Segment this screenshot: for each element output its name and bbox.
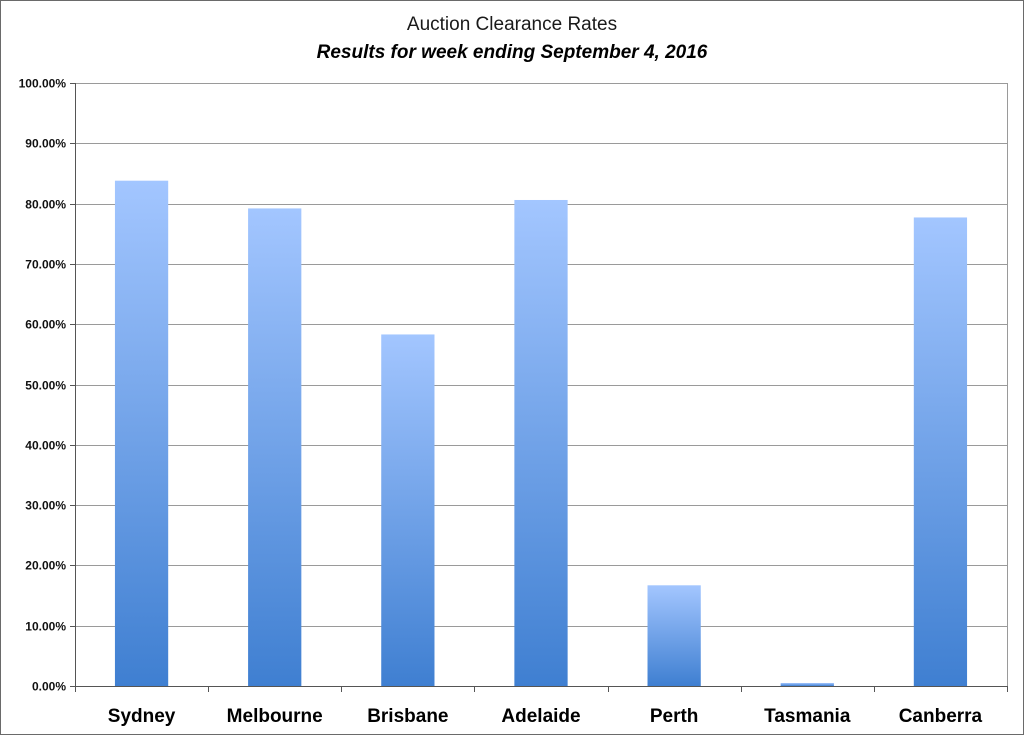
x-tick-label: Adelaide [501, 706, 580, 727]
x-tick-label: Tasmania [764, 706, 851, 727]
chart-title: Auction Clearance Rates [406, 14, 618, 35]
x-tick-label: Melbourne [227, 706, 323, 727]
bar-melbourne [248, 208, 302, 686]
x-axis [75, 686, 1008, 692]
x-axis-tick-labels: Sydney Melbourne Brisbane Adelaide Perth Tasm… [108, 706, 983, 727]
bar-tasmania [780, 682, 834, 686]
y-tick-label: 100.00% [19, 77, 67, 91]
bar-perth [647, 585, 701, 686]
x-tick-label: Sydney [108, 706, 176, 727]
y-tick-label: 20.00% [25, 559, 66, 573]
y-tick-label: 10.00% [25, 620, 66, 634]
y-tick-label: 80.00% [25, 198, 66, 212]
chart-subtitle: Results for week ending September 4, 201… [316, 42, 708, 63]
y-tick-label: 50.00% [25, 379, 66, 393]
x-tick-label: Canberra [899, 706, 983, 727]
y-tick-label: 60.00% [25, 318, 66, 332]
bar-adelaide [514, 199, 568, 686]
y-tick-label: 30.00% [25, 499, 66, 513]
bars [114, 180, 968, 686]
bar-canberra [913, 217, 968, 686]
y-tick-label: 0.00% [32, 680, 66, 694]
x-tick-label: Perth [650, 706, 699, 727]
y-axis-tick-labels: 0.00% 10.00% 20.00% 30.00% 40.00% 50.00% 60.00… [19, 77, 67, 694]
y-tick-label: 40.00% [25, 439, 66, 453]
y-tick-label: 70.00% [25, 258, 66, 272]
bar-brisbane [381, 334, 435, 686]
x-tick-label: Brisbane [367, 706, 448, 727]
bar-sydney [114, 180, 169, 686]
y-tick-label: 90.00% [25, 137, 66, 151]
